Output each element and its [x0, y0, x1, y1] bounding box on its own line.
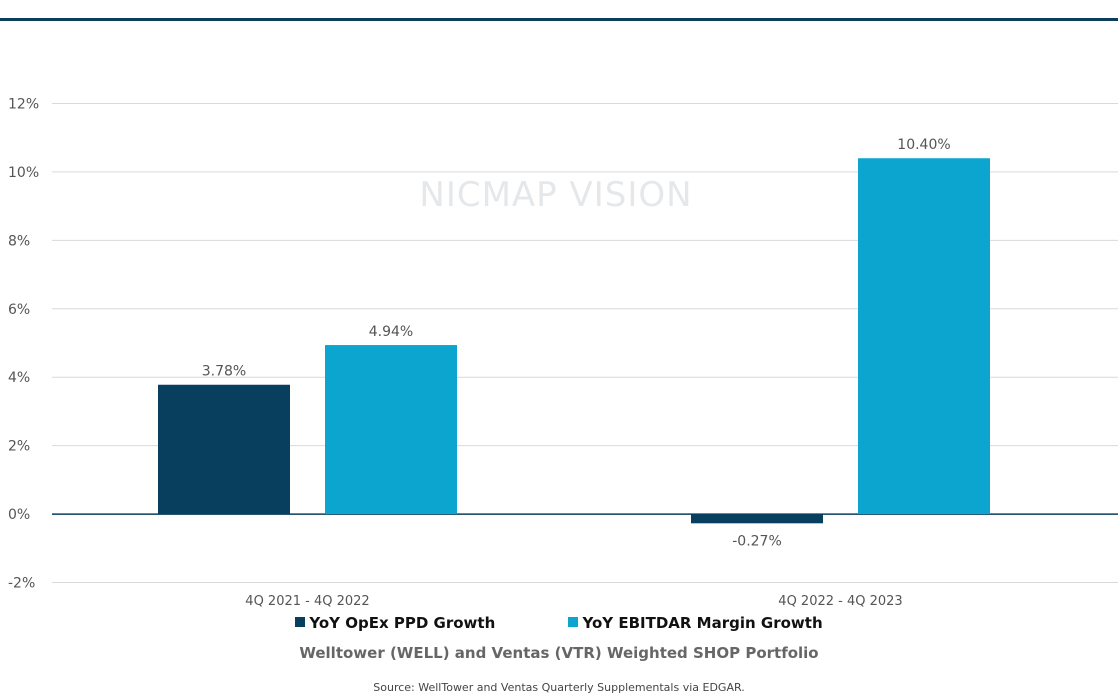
top-rule — [0, 18, 1118, 21]
legend-swatch-ebitdar — [568, 617, 579, 627]
data-label: 10.40% — [897, 137, 950, 153]
bar-ebitdar — [858, 158, 990, 515]
y-tick-label: 2% — [8, 439, 30, 455]
y-tick-label: 12% — [8, 97, 39, 113]
bar-opex — [158, 384, 290, 515]
legend-swatch-opex — [295, 617, 306, 627]
y-tick-label: 10% — [8, 165, 39, 181]
bar-opex — [691, 514, 823, 524]
source-note: Source: WellTower and Ventas Quarterly S… — [373, 681, 745, 694]
legend-item-opex: YoY OpEx PPD Growth — [295, 614, 495, 632]
x-category-label: 4Q 2022 - 4Q 2023 — [778, 594, 902, 609]
legend-item-ebitdar: YoY EBITDAR Margin Growth — [568, 614, 823, 632]
y-tick-label: -2% — [8, 576, 35, 592]
legend: YoY OpEx PPD Growth YoY EBITDAR Margin G… — [0, 614, 1118, 632]
legend-label-opex: YoY OpEx PPD Growth — [309, 614, 496, 632]
y-tick-label: 0% — [8, 507, 30, 523]
bar-ebitdar — [325, 345, 457, 515]
data-label: 4.94% — [369, 324, 413, 340]
x-category-label: 4Q 2021 - 4Q 2022 — [245, 594, 369, 609]
y-tick-label: 8% — [8, 233, 30, 249]
data-label: -0.27% — [732, 533, 782, 549]
y-tick-label: 4% — [8, 370, 30, 386]
y-tick-label: 6% — [8, 302, 30, 318]
legend-label-ebitdar: YoY EBITDAR Margin Growth — [582, 614, 823, 632]
data-label: 3.78% — [202, 364, 246, 380]
watermark-logo: NICMAP VISION — [419, 175, 692, 215]
bar-chart: NICMAP VISION 12% 10% 8% 6% 4% 2% 0% -2% 4Q 2021… — [8, 97, 1118, 609]
chart-subtitle: Welltower (WELL) and Ventas (VTR) Weight… — [299, 644, 819, 662]
